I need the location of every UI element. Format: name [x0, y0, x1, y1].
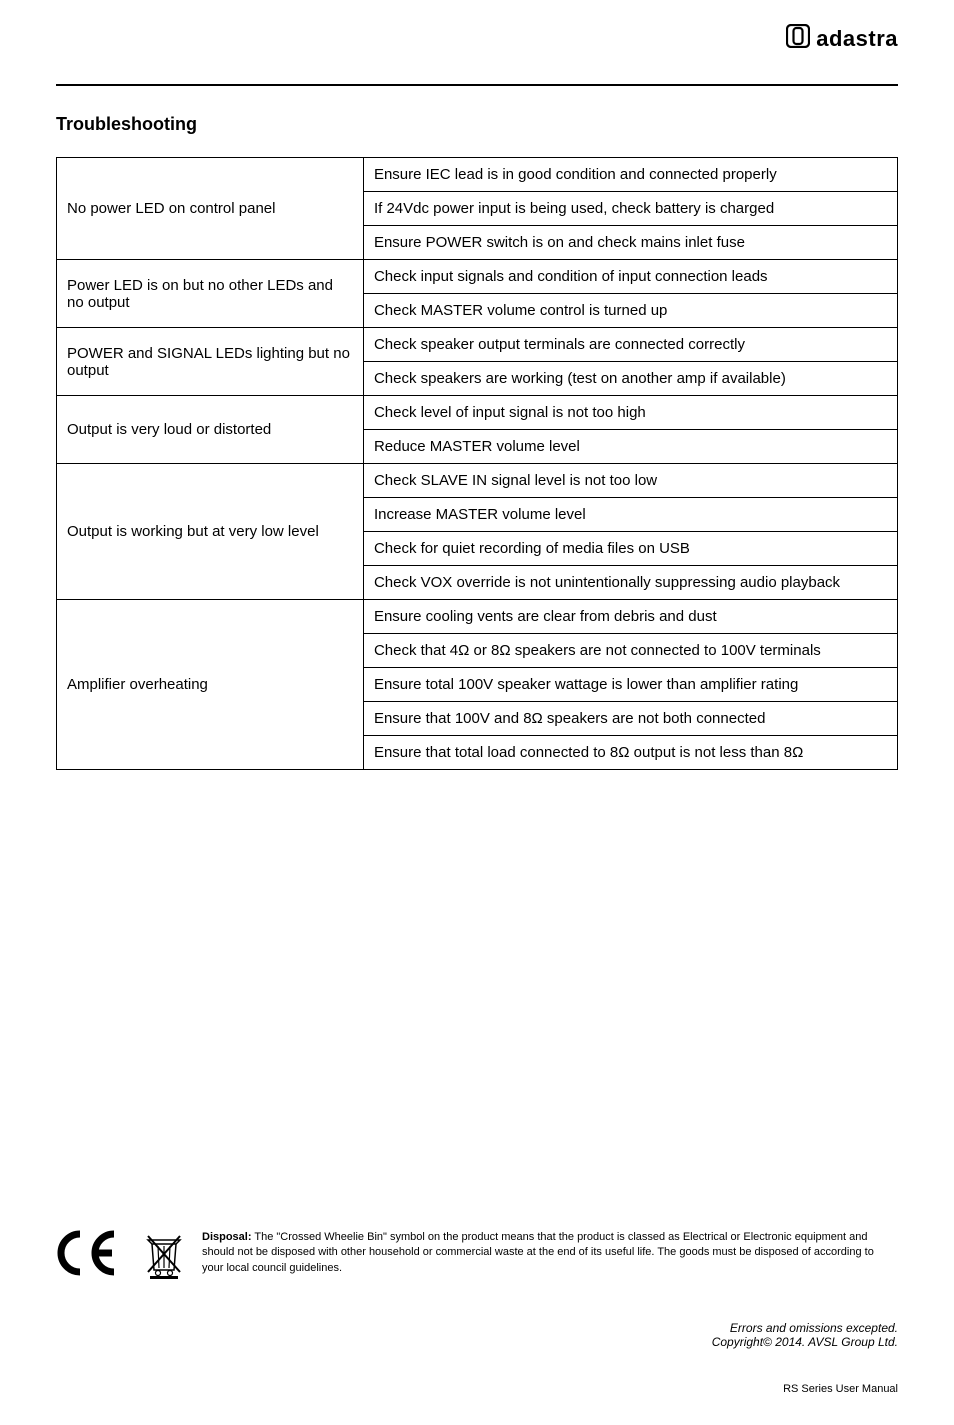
disposal-text: Disposal: The "Crossed Wheelie Bin" symb…	[202, 1230, 898, 1276]
resolution-cell: Check level of input signal is not too h…	[363, 396, 897, 430]
table-row: Output is very loud or distortedCheck le…	[57, 396, 898, 430]
issue-cell: Amplifier overheating	[57, 600, 364, 770]
resolution-cell: Ensure POWER switch is on and check main…	[363, 226, 897, 260]
troubleshooting-table: No power LED on control panelEnsure IEC …	[56, 157, 898, 770]
resolution-cell: Check that 4Ω or 8Ω speakers are not con…	[363, 634, 897, 668]
footer-copyright: Errors and omissions excepted. Copyright…	[56, 1321, 898, 1349]
table-row: No power LED on control panelEnsure IEC …	[57, 158, 898, 192]
issue-cell: Output is very loud or distorted	[57, 396, 364, 464]
resolution-cell: Check speaker output terminals are conne…	[363, 328, 897, 362]
table-body: No power LED on control panelEnsure IEC …	[57, 158, 898, 770]
resolution-cell: Ensure that 100V and 8Ω speakers are not…	[363, 702, 897, 736]
resolution-cell: Check VOX override is not unintentionall…	[363, 566, 897, 600]
table-row: Power LED is on but no other LEDs and no…	[57, 260, 898, 294]
issue-cell: No power LED on control panel	[57, 158, 364, 260]
resolution-cell: Check input signals and condition of inp…	[363, 260, 897, 294]
table-row: Output is working but at very low levelC…	[57, 464, 898, 498]
issue-cell: Output is working but at very low level	[57, 464, 364, 600]
brand-header: adastra	[786, 24, 898, 53]
resolution-cell: Check SLAVE IN signal level is not too l…	[363, 464, 897, 498]
table-row: POWER and SIGNAL LEDs lighting but no ou…	[57, 328, 898, 362]
disposal-body: The "Crossed Wheelie Bin" symbol on the …	[202, 1231, 874, 1274]
footer-line1: Errors and omissions excepted.	[56, 1321, 898, 1335]
page: adastra Troubleshooting No power LED on …	[0, 0, 954, 1425]
resolution-cell: Check speakers are working (test on anot…	[363, 362, 897, 396]
adastra-logo-icon	[786, 24, 810, 53]
header-rule	[56, 84, 898, 86]
resolution-cell: Check for quiet recording of media files…	[363, 532, 897, 566]
resolution-cell: Reduce MASTER volume level	[363, 430, 897, 464]
table-row: Amplifier overheatingEnsure cooling vent…	[57, 600, 898, 634]
resolution-cell: Ensure cooling vents are clear from debr…	[363, 600, 897, 634]
weee-bin-icon	[144, 1230, 184, 1285]
footer-line2: Copyright© 2014. AVSL Group Ltd.	[56, 1335, 898, 1349]
disposal-block: Disposal: The "Crossed Wheelie Bin" symb…	[56, 1230, 898, 1285]
resolution-cell: If 24Vdc power input is being used, chec…	[363, 192, 897, 226]
resolution-cell: Ensure total 100V speaker wattage is low…	[363, 668, 897, 702]
brand-name: adastra	[816, 26, 898, 52]
disposal-label: Disposal:	[202, 1231, 252, 1243]
issue-cell: POWER and SIGNAL LEDs lighting but no ou…	[57, 328, 364, 396]
issue-cell: Power LED is on but no other LEDs and no…	[57, 260, 364, 328]
resolution-cell: Ensure that total load connected to 8Ω o…	[363, 736, 897, 770]
section-title: Troubleshooting	[56, 114, 898, 135]
ce-mark-icon	[56, 1230, 126, 1281]
resolution-cell: Increase MASTER volume level	[363, 498, 897, 532]
resolution-cell: Ensure IEC lead is in good condition and…	[363, 158, 897, 192]
resolution-cell: Check MASTER volume control is turned up	[363, 294, 897, 328]
footer-manual: RS Series User Manual	[56, 1383, 898, 1395]
